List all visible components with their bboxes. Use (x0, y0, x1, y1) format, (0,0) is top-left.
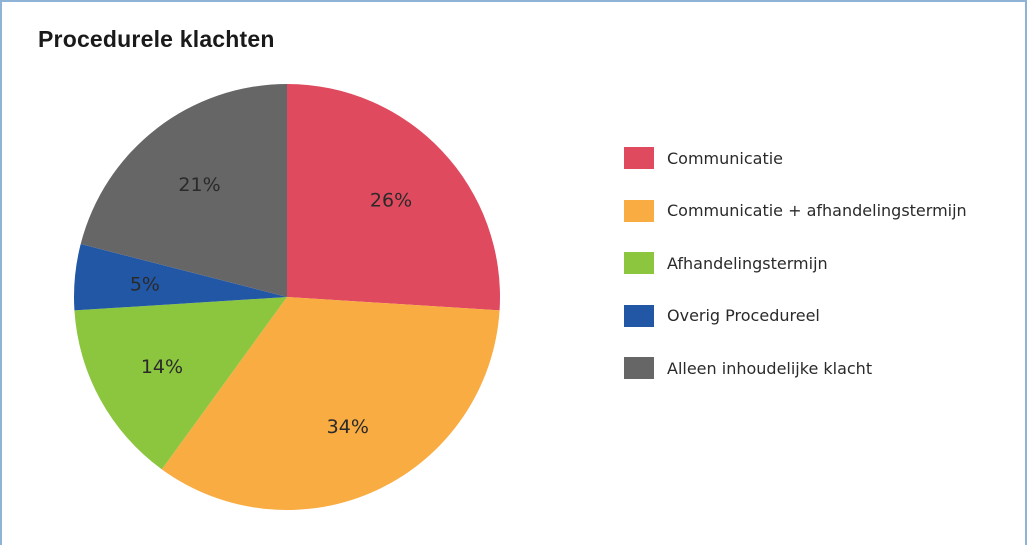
legend-swatch-afhandelingstermijn (624, 252, 654, 274)
pie-slice-label: 34% (327, 416, 369, 438)
legend-swatch-communicatie (624, 147, 654, 169)
legend-item: Overig Procedureel (624, 302, 967, 330)
pie-slice-label: 21% (178, 174, 220, 196)
legend-item: Afhandelingstermijn (624, 249, 967, 277)
pie-slice-label: 26% (370, 189, 412, 211)
pie-slice-afhandelingstermijn (74, 297, 287, 470)
legend-label: Overig Procedureel (667, 306, 820, 325)
legend-swatch-alleen-inhoudelijke-klacht (624, 357, 654, 379)
legend-item: Alleen inhoudelijke klacht (624, 354, 967, 382)
legend-label: Communicatie + afhandelingstermijn (667, 201, 967, 220)
pie-slice-communicatie-afhandelingstermijn (161, 297, 500, 510)
pie-slice-communicatie (287, 84, 500, 311)
pie-slice-label: 5% (130, 274, 160, 296)
legend-label: Communicatie (667, 148, 784, 168)
legend-swatch-overig-procedureel (624, 304, 654, 327)
legend-label: Alleen inhoudelijke klacht (667, 358, 873, 378)
legend-label: Afhandelingstermijn (667, 253, 828, 273)
legend: Communicatie Communicatie + afhandelings… (624, 144, 967, 407)
pie-labels: 26% 34% 14% 5% 21% (130, 174, 412, 438)
pie-slice-overig-procedureel (74, 244, 287, 311)
legend-item: Communicatie + afhandelingstermijn (624, 197, 967, 225)
legend-item: Communicatie (624, 144, 967, 172)
chart-title: Procedurele klachten (38, 26, 275, 52)
legend-swatch-communicatie-afhandelingstermijn (624, 199, 654, 222)
pie-slice-label: 14% (141, 356, 183, 378)
pie-slice-alleen-inhoudelijke-klacht (80, 84, 287, 297)
pie-slices (74, 84, 500, 510)
